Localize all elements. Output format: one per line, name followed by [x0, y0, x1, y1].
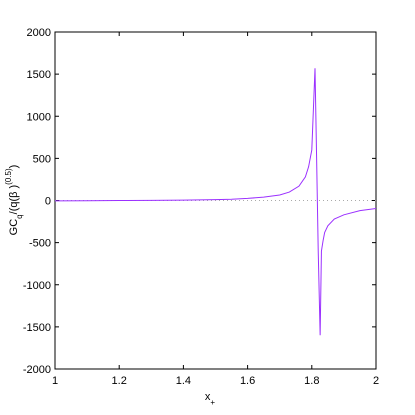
y-tick-label: -1000	[23, 280, 51, 292]
y-tick-label: 0	[45, 196, 51, 208]
x-axis-label: x+	[205, 391, 216, 407]
y-label-main: GC	[8, 219, 20, 236]
x-tick-label: 1.4	[176, 375, 191, 387]
y-label-end: )	[8, 165, 20, 169]
y-label-mid: /(q(β )	[8, 185, 20, 215]
x-tick-label: 1.6	[240, 375, 255, 387]
y-tick-label: 1500	[27, 69, 51, 81]
x-tick-label: 2	[373, 375, 379, 387]
y-label-sup: (0.5)	[4, 168, 13, 185]
y-tick-label: -1500	[23, 322, 51, 334]
y-tick-label: -500	[29, 238, 51, 250]
x-label-sub: +	[210, 398, 215, 407]
y-tick-label: 2000	[27, 27, 51, 39]
x-tick-label: 1.8	[304, 375, 319, 387]
y-label-sub: q	[15, 214, 24, 218]
y-axis-label: GCq/(q(β )(0.5))	[4, 165, 24, 236]
data-line	[54, 68, 377, 336]
y-tick-label: 1000	[27, 111, 51, 123]
y-tick-label: 500	[33, 153, 51, 165]
x-tick-label: 1	[52, 375, 58, 387]
y-tick-label: -2000	[23, 364, 51, 376]
x-label-main: x	[205, 391, 211, 403]
x-tick-label: 1.2	[112, 375, 127, 387]
